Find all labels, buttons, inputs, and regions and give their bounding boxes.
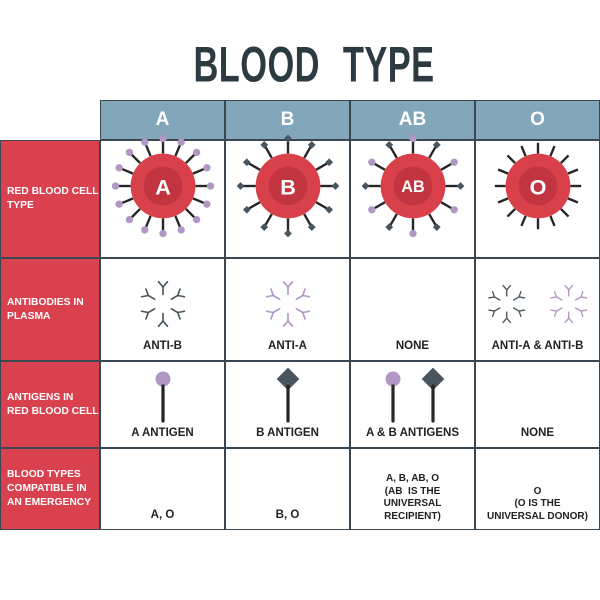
svg-text:B: B (280, 175, 296, 200)
svg-text:A: A (155, 175, 171, 200)
svg-text:AB: AB (401, 178, 424, 196)
svg-text:O: O (529, 175, 546, 200)
